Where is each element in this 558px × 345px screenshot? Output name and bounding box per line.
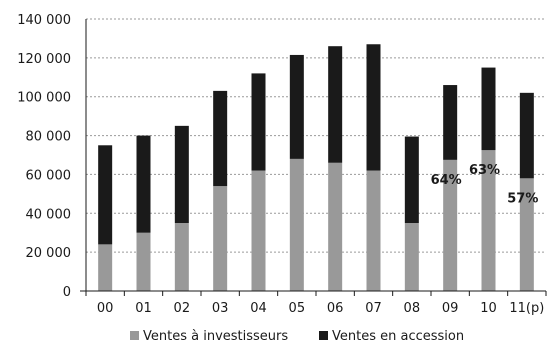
y-tick-label: 0 xyxy=(63,285,71,300)
bar-accession xyxy=(174,125,189,223)
annotation-share: 64% xyxy=(431,173,462,188)
bar-accession xyxy=(251,73,266,171)
annotation-share: 57% xyxy=(507,191,538,206)
bar-accession xyxy=(366,44,381,171)
y-tick-label: 80 000 xyxy=(26,130,72,145)
y-tick-label: 60 000 xyxy=(26,168,72,183)
x-tick-label: 01 xyxy=(135,301,152,316)
bar-accession xyxy=(328,46,343,163)
bar-accession xyxy=(289,54,304,159)
legend-label: Ventes en accession xyxy=(332,329,464,344)
x-tick-label: 07 xyxy=(365,301,382,316)
bars xyxy=(98,44,534,291)
gridlines xyxy=(86,18,546,253)
bar-investisseurs xyxy=(136,232,151,291)
y-tick-label: 20 000 xyxy=(26,246,72,261)
x-tick-label: 06 xyxy=(327,301,344,316)
bar-investisseurs xyxy=(404,223,419,291)
legend-swatch xyxy=(319,331,328,340)
annotations: 64% 63% 57% xyxy=(431,163,539,206)
bar-accession xyxy=(213,90,228,187)
bar-investisseurs xyxy=(251,170,266,291)
bar-investisseurs xyxy=(366,170,381,291)
y-axis-tick-labels: 0 20 000 40 000 60 000 80 000 100 000 120 000 1… xyxy=(17,13,71,300)
x-tick-label: 03 xyxy=(212,301,229,316)
bar-accession xyxy=(136,135,151,233)
x-tick-label: 08 xyxy=(404,301,421,316)
bar-accession xyxy=(98,145,113,245)
y-tick-label: 120 000 xyxy=(17,52,71,67)
y-tick-label: 100 000 xyxy=(17,91,71,106)
legend-label: Ventes à investisseurs xyxy=(143,329,288,344)
legend: Ventes à investisseurs Ventes en accessio… xyxy=(130,329,464,344)
legend-swatch xyxy=(130,331,139,340)
x-tick-label: 11(p) xyxy=(509,301,544,316)
annotation-share: 63% xyxy=(469,163,500,178)
bar-investisseurs xyxy=(443,159,458,291)
bar-accession xyxy=(481,67,496,151)
bar-investisseurs xyxy=(481,150,496,291)
bar-investisseurs xyxy=(213,186,228,291)
bar-investisseurs xyxy=(328,162,343,291)
x-tick-label: 02 xyxy=(174,301,191,316)
bar-accession xyxy=(404,136,419,223)
y-tick-label: 140 000 xyxy=(17,13,71,28)
x-tick-label: 09 xyxy=(442,301,459,316)
y-tick-label: 40 000 xyxy=(26,207,72,222)
bar-accession xyxy=(443,85,458,160)
bar-accession xyxy=(519,92,534,179)
x-tick-label: 00 xyxy=(97,301,114,316)
bar-investisseurs xyxy=(98,244,113,291)
bar-investisseurs xyxy=(174,223,189,291)
x-tick-label: 05 xyxy=(289,301,306,316)
x-axis-tick-labels: 00 01 02 03 04 05 06 07 08 09 10 11(p) xyxy=(85,291,547,316)
bar-investisseurs xyxy=(519,178,534,291)
x-tick-label: 10 xyxy=(480,301,497,316)
bar-investisseurs xyxy=(289,158,304,291)
x-tick-label: 04 xyxy=(250,301,267,316)
